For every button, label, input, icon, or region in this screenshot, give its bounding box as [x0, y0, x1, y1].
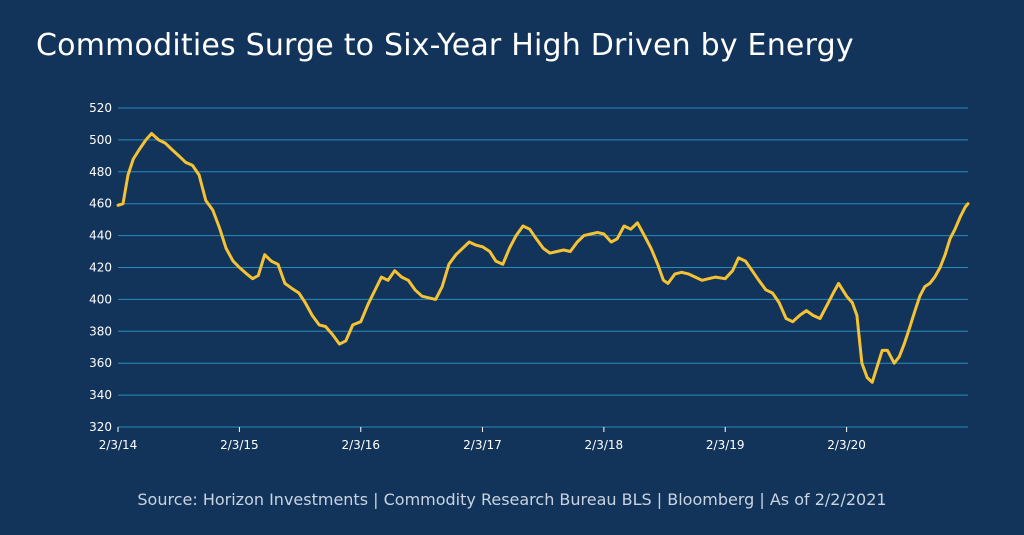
y-tick-label: 460 [89, 197, 112, 211]
y-tick-label: 360 [89, 356, 112, 370]
x-tick-label: 2/3/16 [341, 438, 380, 452]
x-tick-label: 2/3/17 [463, 438, 502, 452]
y-tick-label: 500 [89, 133, 112, 147]
y-tick-label: 340 [89, 388, 112, 402]
x-tick-label: 2/3/15 [220, 438, 259, 452]
y-tick-label: 420 [89, 261, 112, 275]
y-tick-label: 440 [89, 229, 112, 243]
y-tick-label: 380 [89, 324, 112, 338]
x-tick-label: 2/3/18 [585, 438, 624, 452]
y-tick-label: 520 [89, 101, 112, 115]
gridlines [118, 107, 968, 428]
x-tick-label: 2/3/20 [827, 438, 866, 452]
series-layer [116, 132, 970, 384]
source-note: Source: Horizon Investments | Commodity … [137, 490, 887, 509]
y-tick-label: 320 [89, 420, 112, 434]
chart-title: Commodities Surge to Six-Year High Drive… [36, 28, 854, 63]
y-tick-label: 400 [89, 292, 112, 306]
y-axis: 320 340 360 380 400 420 440 460 480 500 520 [89, 101, 112, 434]
x-tick-label: 2/3/19 [706, 438, 745, 452]
y-tick-label: 480 [89, 165, 112, 179]
series-line [116, 132, 970, 384]
x-tick-label: 2/3/14 [99, 438, 138, 452]
x-axis: 2/3/14 2/3/15 2/3/16 2/3/17 2/3/18 2/3/19 2/3/… [99, 427, 866, 452]
